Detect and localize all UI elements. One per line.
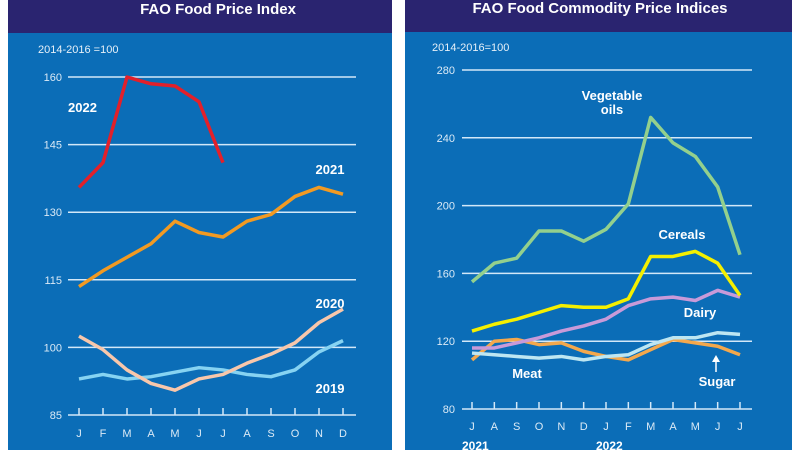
arrow-head-icon (712, 355, 720, 362)
y-tick-label: 80 (443, 404, 455, 416)
series-label-2022: 2022 (68, 100, 97, 115)
x-tick-label: J (76, 428, 82, 440)
y-tick-label: 145 (44, 140, 62, 152)
series-line-vegetable-oils (470, 115, 742, 284)
series-line-2022 (77, 75, 225, 189)
x-tick-label: M (646, 421, 655, 433)
series-label-2021: 2021 (316, 162, 345, 177)
y-tick-label: 100 (44, 342, 62, 354)
chart-subtitle: 2014-2016=100 (432, 42, 509, 54)
x-tick-label: J (469, 421, 475, 433)
x-tick-label: A (669, 421, 677, 433)
x-tick-label: D (580, 421, 588, 433)
x-tick-label: J (220, 428, 226, 440)
x-tick-label: O (291, 428, 300, 440)
series-label-2020: 2020 (316, 296, 345, 311)
x-tick-label: M (691, 421, 700, 433)
y-tick-label: 130 (44, 207, 62, 219)
series-label-cereals: Cereals (659, 227, 706, 242)
chart-subtitle: 2014-2016 =100 (38, 44, 118, 56)
x-tick-label: M (170, 428, 179, 440)
x-tick-label: F (100, 428, 107, 440)
x-tick-label: N (557, 421, 565, 433)
y-tick-label: 85 (50, 410, 62, 422)
x-tick-label: D (339, 428, 347, 440)
x-tick-label: N (315, 428, 323, 440)
panel-header (405, 0, 792, 32)
y-tick-label: 240 (437, 133, 455, 145)
x-tick-label: J (737, 421, 743, 433)
y-tick-label: 160 (44, 72, 62, 84)
x-tick-label: J (715, 421, 721, 433)
y-tick-label: 200 (437, 201, 455, 213)
series-label-2019: 2019 (316, 381, 345, 396)
commodity-price-indices-panel: FAO Food Commodity Price Indices 2014-20… (405, 0, 792, 450)
x-tick-label: F (625, 421, 632, 433)
panel-body (405, 0, 792, 450)
series-line-cereals (471, 249, 742, 333)
chart-title: FAO Food Commodity Price Indices (472, 0, 727, 17)
x-tick-label: J (196, 428, 202, 440)
series-label-dairy: Dairy (684, 305, 717, 320)
y-tick-label: 160 (437, 268, 455, 280)
x-tick-label: A (147, 428, 155, 440)
series-label-vegetable-oils: Vegetable oils (582, 88, 643, 117)
year-label: 2022 (596, 439, 623, 450)
series-line-2019 (78, 339, 344, 381)
panel-body (8, 0, 392, 450)
y-tick-label: 120 (437, 336, 455, 348)
series-line-2020 (78, 307, 344, 392)
series-label-sugar: Sugar (699, 374, 736, 389)
x-tick-label: O (535, 421, 544, 433)
series-label-meat: Meat (512, 366, 542, 381)
y-tick-label: 280 (437, 65, 455, 77)
x-tick-label: A (243, 428, 251, 440)
x-tick-label: S (513, 421, 520, 433)
x-tick-label: M (122, 428, 131, 440)
x-tick-label: S (267, 428, 274, 440)
y-tick-label: 115 (44, 275, 62, 287)
year-label: 2021 (462, 439, 489, 450)
chart-title: FAO Food Price Index (140, 1, 297, 18)
food-price-index-panel: FAO Food Price Index 2014-2016 =100 85 10… (8, 0, 392, 450)
series-line-2021 (78, 185, 344, 289)
panel-header (8, 0, 392, 33)
series-line-meat (471, 330, 741, 362)
series-line-dairy (472, 288, 741, 350)
x-tick-label: J (603, 421, 609, 433)
x-tick-label: A (491, 421, 499, 433)
